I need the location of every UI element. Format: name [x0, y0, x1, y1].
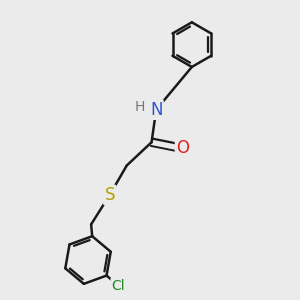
Text: Cl: Cl [112, 278, 125, 292]
Text: S: S [104, 186, 115, 204]
Text: N: N [150, 101, 162, 119]
Text: H: H [135, 100, 145, 114]
Text: O: O [176, 140, 189, 158]
